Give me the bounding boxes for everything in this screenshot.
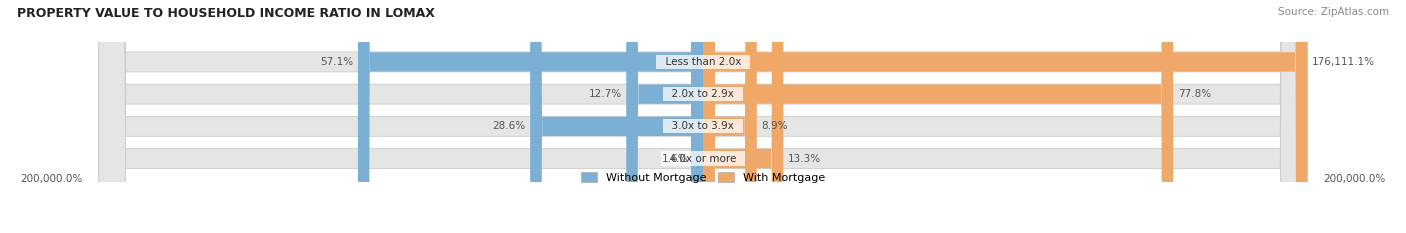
Text: Source: ZipAtlas.com: Source: ZipAtlas.com [1278,7,1389,17]
Text: 1.6%: 1.6% [662,154,689,164]
FancyBboxPatch shape [703,0,1308,233]
Text: Less than 2.0x: Less than 2.0x [658,57,748,67]
Text: 200,000.0%: 200,000.0% [20,175,83,185]
FancyBboxPatch shape [703,0,1173,233]
Text: 3.0x to 3.9x: 3.0x to 3.9x [665,121,741,131]
Text: PROPERTY VALUE TO HOUSEHOLD INCOME RATIO IN LOMAX: PROPERTY VALUE TO HOUSEHOLD INCOME RATIO… [17,7,434,20]
Text: 77.8%: 77.8% [1178,89,1211,99]
FancyBboxPatch shape [98,0,1308,233]
FancyBboxPatch shape [626,0,703,233]
FancyBboxPatch shape [359,0,703,233]
Text: 8.9%: 8.9% [761,121,787,131]
FancyBboxPatch shape [530,0,703,233]
Text: 12.7%: 12.7% [589,89,621,99]
FancyBboxPatch shape [703,0,783,233]
Text: 13.3%: 13.3% [787,154,821,164]
Legend: Without Mortgage, With Mortgage: Without Mortgage, With Mortgage [576,168,830,187]
Text: 4.0x or more: 4.0x or more [664,154,742,164]
FancyBboxPatch shape [98,0,1308,233]
Text: 200,000.0%: 200,000.0% [1323,175,1386,185]
FancyBboxPatch shape [98,0,1308,233]
Text: 28.6%: 28.6% [492,121,526,131]
Text: 57.1%: 57.1% [321,57,353,67]
Text: 2.0x to 2.9x: 2.0x to 2.9x [665,89,741,99]
FancyBboxPatch shape [690,0,706,233]
Text: 176,111.1%: 176,111.1% [1312,57,1375,67]
FancyBboxPatch shape [703,0,756,233]
FancyBboxPatch shape [98,0,1308,233]
